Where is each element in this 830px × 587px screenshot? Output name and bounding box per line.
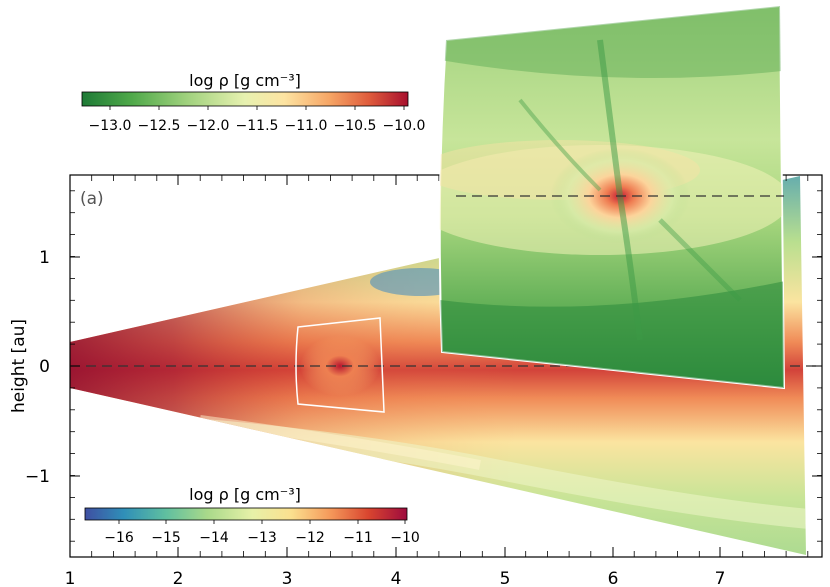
main-colorbar-gradient bbox=[84, 507, 408, 521]
main-colorbar-tick: −16 bbox=[104, 530, 134, 546]
main-colorbar-tick: −12 bbox=[295, 530, 325, 546]
inset-colorbar: log ρ [g cm⁻³] −13.0 −12.5 −12.0 −11.5 −… bbox=[81, 71, 426, 134]
y-tick-label: 0 bbox=[39, 357, 50, 377]
main-colorbar-tick: −15 bbox=[151, 530, 181, 546]
x-tick-label: 1 bbox=[65, 569, 76, 587]
x-tick-label: 6 bbox=[608, 569, 619, 587]
main-colorbar-title: log ρ [g cm⁻³] bbox=[189, 485, 301, 504]
main-colorbar-tick: −10 bbox=[390, 530, 420, 546]
inset-colorbar-tick: −11.5 bbox=[236, 118, 279, 134]
main-colorbar-tick: −11 bbox=[343, 530, 373, 546]
inset-colorbar-tick: −12.5 bbox=[138, 118, 181, 134]
y-tick-label: 1 bbox=[39, 248, 50, 268]
zoom-inset bbox=[438, 4, 786, 390]
inset-colorbar-title: log ρ [g cm⁻³] bbox=[189, 71, 301, 90]
inset-colorbar-tick: −12.0 bbox=[187, 118, 230, 134]
x-tick-label: 3 bbox=[282, 569, 293, 587]
inset-colorbar-gradient bbox=[81, 91, 409, 107]
x-tick-label: 4 bbox=[391, 569, 402, 587]
main-colorbar: log ρ [g cm⁻³] −16 −15 −14 −13 −12 −11 −… bbox=[84, 485, 420, 546]
x-tick-label: 7 bbox=[715, 569, 726, 587]
main-colorbar-tick: −13 bbox=[247, 530, 277, 546]
x-tick-label: 5 bbox=[500, 569, 511, 587]
y-tick-label: −1 bbox=[25, 467, 50, 487]
zoom-region-outline bbox=[295, 317, 385, 413]
x-tick-label: 2 bbox=[173, 569, 184, 587]
y-axis-label: height [au] bbox=[9, 319, 29, 413]
inset-colorbar-tick: −10.5 bbox=[334, 118, 377, 134]
inset-colorbar-tick: −10.0 bbox=[383, 118, 426, 134]
panel-label: (a) bbox=[80, 189, 104, 209]
inset-colorbar-tick: −11.0 bbox=[285, 118, 328, 134]
inset-colorbar-tick: −13.0 bbox=[89, 118, 132, 134]
main-colorbar-tick: −14 bbox=[199, 530, 229, 546]
